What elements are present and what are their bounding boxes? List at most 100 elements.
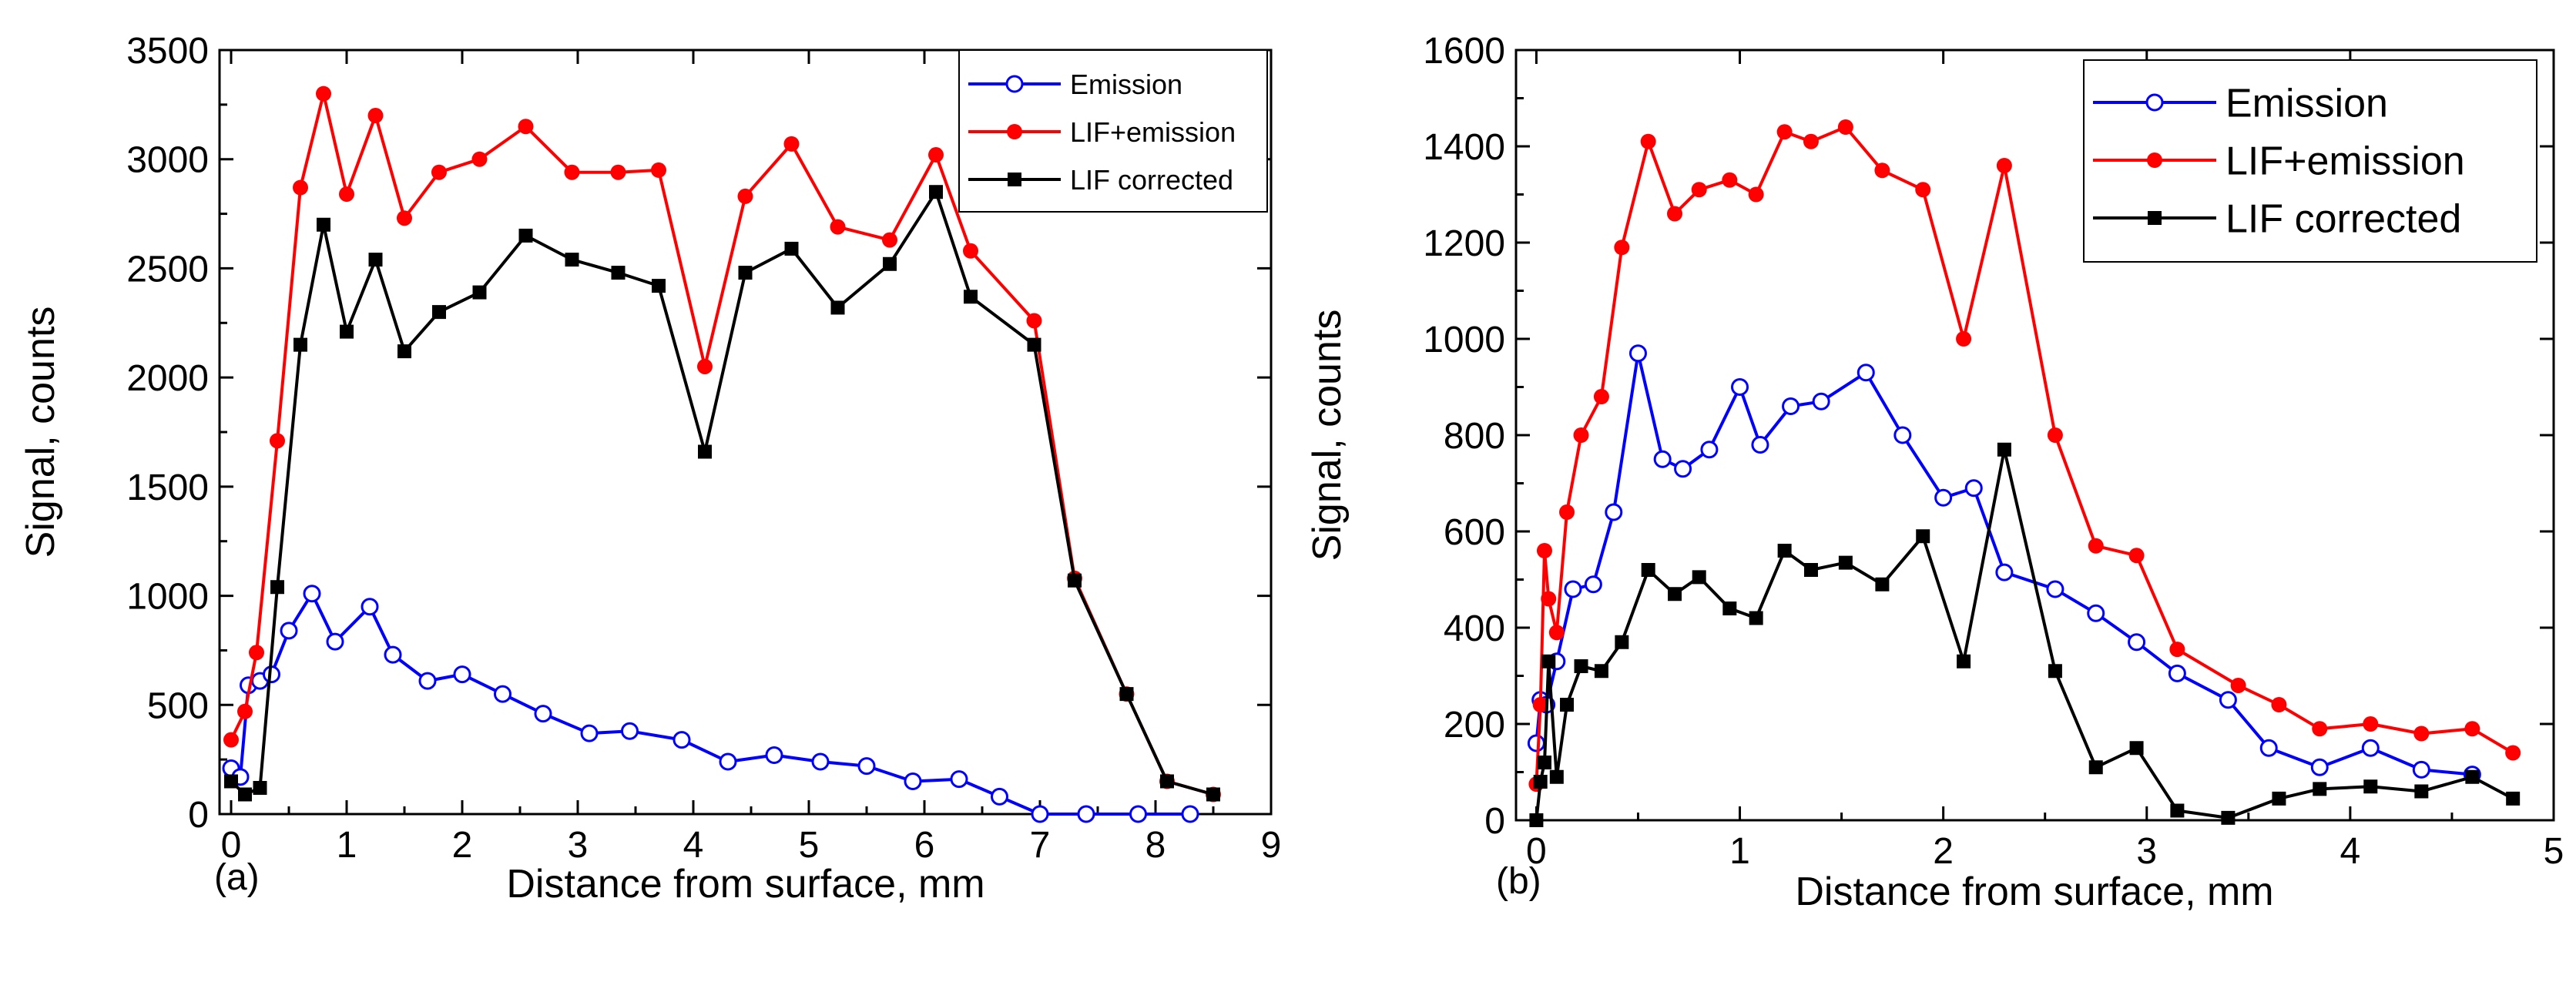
panel-a-lif-corrected-point <box>929 185 943 199</box>
panel-a-y-tick-label: 1500 <box>126 467 209 508</box>
panel-a-emission-point <box>991 787 1008 806</box>
panel-a-lif-corrected-point <box>1160 774 1174 789</box>
panel-b-emission-point <box>2361 739 2380 757</box>
panel-a: 0 1 2 3 4 5 6 7 8 9 0 500 1000 1500 2000 2500 3000 3500 Di… <box>18 31 1281 906</box>
panel-b-lif-corrected-point <box>2414 784 2429 799</box>
panel-a-lif-emission-point <box>783 136 800 152</box>
panel-a-y-tick-label: 2500 <box>126 249 209 290</box>
panel-b-lif-emission-point <box>1722 172 1738 188</box>
panel-b-lif-corrected-point <box>1641 563 1655 577</box>
panel-a-y-tick-label: 1000 <box>126 577 209 618</box>
panel-b-lif-corrected-point <box>1574 659 1588 673</box>
panel-b-lif-emission-point <box>1748 186 1764 203</box>
panel-a-lif-emission-point <box>830 219 846 235</box>
panel-b-legend-marker-emission <box>2145 93 2164 112</box>
panel-a-emission-point <box>384 645 402 664</box>
panel-b-lif-corrected-point <box>2088 760 2103 775</box>
panel-b-emission-point <box>2310 758 2329 776</box>
panel-b-lif-emission-point <box>2088 538 2104 554</box>
panel-b-x-tick-label: 1 <box>1729 831 1750 872</box>
panel-b-lif-emission-point <box>1956 331 1972 347</box>
panel-a-lif-emission-point <box>651 162 666 178</box>
panel-b-lif-emission-point <box>1559 504 1575 520</box>
panel-a-emission-point <box>621 722 639 740</box>
panel-b-emission-point <box>1653 450 1672 468</box>
panel-a-lif-emission-point <box>223 732 239 748</box>
panel-a-emission-point <box>326 632 344 651</box>
panel-b-lif-emission-point <box>2464 721 2480 737</box>
panel-b-lif-emission-point <box>1915 182 1931 198</box>
panel-a-legend-label-lif-emission: LIF+emission <box>1070 116 1236 148</box>
panel-b-emission-point <box>1731 378 1749 396</box>
panel-b-legend-marker-lif-emission <box>2147 152 2162 168</box>
panel-b-emission-point <box>1893 426 1912 444</box>
panel-a-lif-emission-point <box>249 645 264 661</box>
panel-b-lif-emission-point <box>1691 182 1707 198</box>
panel-a-lif-corrected-point <box>368 253 383 267</box>
panel-a-legend-label-lif-corrected: LIF corrected <box>1070 164 1233 196</box>
panel-a-lif-emission-point <box>431 164 447 180</box>
panel-a-x-axis-label: Distance from surface, mm <box>506 862 984 906</box>
panel-a-legend-marker-lif-corrected <box>1008 173 1021 186</box>
panel-b-lif-emission-point <box>2128 548 2145 564</box>
panel-b-tag: (b) <box>1496 861 1541 902</box>
panel-b-series-lif-corrected-line <box>1535 447 2514 821</box>
panel-a-lif-corrected-point <box>611 266 626 280</box>
panel-b-legend-label-lif-corrected: LIF corrected <box>2225 197 2461 242</box>
panel-a-y-axis-label: Signal, counts <box>18 307 63 558</box>
panel-b-lif-emission-point <box>2505 745 2521 761</box>
panel-b-emission-point <box>2168 664 2186 682</box>
panel-b-lif-emission-point <box>1874 163 1890 179</box>
panel-b: 0 1 2 3 4 5 0 200 400 600 800 1000 1200 1400 1600 Dista… <box>1305 31 2564 914</box>
panel-a-lif-corrected-point <box>883 256 897 271</box>
panel-b-lif-emission-point <box>2047 427 2063 443</box>
panel-b-lif-corrected-point <box>1529 813 1544 827</box>
panel-a-x-tick-label: 2 <box>452 825 473 866</box>
panel-a-lif-emission-point <box>270 433 285 449</box>
panel-b-lif-emission-point <box>1532 697 1548 712</box>
panel-b-emission-point <box>2412 760 2430 779</box>
panel-b-lif-corrected-point <box>2221 810 2236 825</box>
panel-a-emission-point <box>303 585 321 603</box>
panel-a-lif-corrected-point <box>340 324 354 339</box>
panel-a-y-tick-label: 500 <box>147 685 209 726</box>
panel-b-lif-emission-point <box>2413 726 2430 742</box>
panel-b-emission-point <box>2219 691 2237 709</box>
panel-a-lif-corrected-point <box>224 774 238 789</box>
panel-a-y-tick-label: 3000 <box>126 140 209 181</box>
panel-b-lif-corrected-point <box>1594 664 1608 679</box>
panel-b-lif-emission-point <box>1573 427 1589 443</box>
panel-a-emission-point <box>719 752 737 771</box>
panel-b-lif-emission-point <box>1803 133 1819 149</box>
panel-a-lif-emission-point <box>882 232 897 248</box>
panel-b-lif-emission-point <box>2271 697 2287 712</box>
panel-b-y-tick-label: 1200 <box>1423 223 1505 264</box>
panel-b-lif-corrected-point <box>1722 602 1737 615</box>
panel-a-lif-corrected-point <box>738 266 753 280</box>
panel-a-emission-point <box>453 665 471 684</box>
panel-b-emission-point <box>1628 344 1647 363</box>
panel-a-lif-corrected-point <box>1068 573 1082 588</box>
panel-b-lif-corrected-point <box>1533 775 1548 789</box>
panel-a-lif-emission-point <box>963 243 978 259</box>
panel-a-lif-corrected-point <box>397 344 411 359</box>
panel-a-lif-corrected-point <box>472 285 487 300</box>
panel-b-emission-point <box>1995 563 2014 581</box>
panel-b-y-tick-label: 1600 <box>1423 31 1505 72</box>
panel-a-lif-emission-point <box>316 85 331 102</box>
panel-a-lif-emission-point <box>367 108 384 124</box>
panel-b-emission-point <box>1782 397 1800 415</box>
panel-b-lif-emission-point <box>1667 206 1683 222</box>
panel-a-lif-emission-point <box>564 164 580 180</box>
panel-b-emission-point <box>1857 364 1875 382</box>
panel-a-legend-label-emission: Emission <box>1070 69 1182 100</box>
panel-a-lif-corrected-point <box>964 290 978 304</box>
panel-b-lif-emission-point <box>1541 591 1557 607</box>
panel-a-emission-point <box>1129 805 1147 823</box>
panel-b-lif-corrected-point <box>1537 756 1551 769</box>
panel-a-emission-point <box>534 705 552 723</box>
panel-b-emission-point <box>1674 460 1692 478</box>
panel-a-lif-corrected-point <box>238 787 252 802</box>
panel-b-legend-label-emission: Emission <box>2225 82 2388 126</box>
